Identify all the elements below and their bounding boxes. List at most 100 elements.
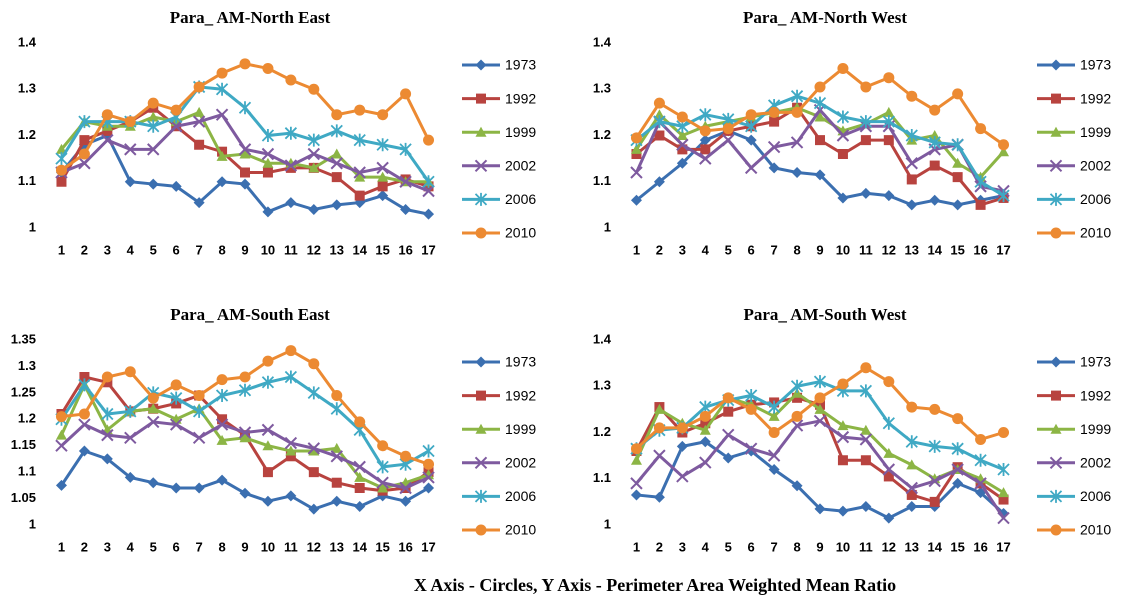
data-point: [377, 171, 389, 182]
data-point: [55, 439, 68, 452]
data-point: [883, 72, 895, 84]
legend-label: 2006: [505, 488, 536, 504]
data-point: [193, 390, 205, 401]
data-point: [193, 81, 205, 93]
x-tick-label: 17: [996, 539, 1010, 554]
data-point: [883, 376, 895, 388]
data-point: [216, 176, 228, 188]
legend-label: 1999: [1080, 421, 1111, 437]
legend-label: 1992: [505, 90, 536, 106]
data-point: [630, 443, 642, 455]
x-tick-label: 3: [104, 242, 111, 257]
data-point: [353, 133, 366, 147]
data-point: [951, 463, 964, 476]
y-tick-label: 1.2: [593, 127, 611, 142]
data-point: [354, 190, 365, 201]
data-point: [169, 120, 183, 133]
data-point: [330, 157, 343, 170]
data-point: [308, 467, 319, 478]
data-point: [147, 111, 159, 122]
data-point: [768, 410, 780, 421]
data-point: [974, 175, 987, 189]
y-tick-label: 1.2: [18, 411, 36, 426]
data-point: [238, 101, 252, 115]
data-point: [768, 162, 780, 174]
data-point: [836, 430, 850, 444]
x-tick-label: 10: [836, 539, 850, 554]
data-point: [883, 190, 895, 202]
data-point: [676, 440, 688, 452]
x-tick-label: 4: [127, 242, 135, 257]
data-point: [929, 496, 940, 507]
x-tick-label: 11: [284, 539, 298, 554]
data-point: [769, 116, 780, 127]
data-point: [261, 147, 275, 161]
data-point: [354, 104, 366, 116]
data-point: [78, 445, 90, 457]
data-point: [860, 501, 872, 512]
data-point: [308, 83, 320, 95]
data-point: [423, 458, 435, 470]
x-tick-label: 17: [421, 539, 435, 554]
data-point: [170, 379, 182, 391]
y-tick-label: 1.1: [18, 464, 36, 479]
x-tick-label: 1: [58, 242, 65, 257]
data-point: [376, 460, 389, 474]
data-point: [998, 494, 1009, 505]
legend-marker: [1050, 126, 1062, 137]
data-point: [767, 449, 781, 462]
data-point: [331, 442, 343, 453]
data-point: [906, 90, 918, 102]
legend-label: 2006: [1080, 488, 1111, 504]
data-point: [399, 175, 412, 188]
data-point: [653, 176, 665, 188]
data-point: [906, 489, 917, 500]
data-point: [194, 139, 205, 150]
data-point: [124, 404, 137, 418]
data-point: [307, 442, 321, 455]
legend-marker: [475, 59, 487, 71]
x-tick-label: 8: [793, 242, 800, 257]
data-point: [308, 445, 320, 456]
data-point: [56, 176, 67, 187]
data-point: [814, 403, 826, 414]
data-point: [906, 401, 918, 413]
data-point: [836, 110, 850, 124]
x-tick-label: 9: [816, 242, 823, 257]
data-point: [331, 172, 342, 183]
data-point: [815, 135, 825, 146]
legend-label: 1992: [1080, 90, 1111, 106]
legend-marker: [1050, 423, 1062, 434]
data-point: [653, 449, 666, 462]
legend-marker: [476, 93, 486, 104]
data-point: [859, 115, 873, 129]
data-point: [169, 418, 183, 431]
data-point: [353, 460, 366, 474]
data-point: [653, 403, 665, 414]
data-point: [101, 453, 113, 465]
data-point: [677, 144, 688, 155]
data-point: [193, 106, 205, 117]
data-point: [928, 135, 941, 149]
legend-marker: [1051, 93, 1061, 104]
data-point: [860, 81, 872, 93]
data-point: [215, 389, 229, 402]
data-point: [906, 459, 918, 470]
data-point: [331, 109, 343, 121]
legend-marker: [1049, 456, 1063, 470]
data-point: [377, 109, 389, 121]
data-point: [376, 138, 389, 152]
x-tick-label: 2: [656, 539, 663, 554]
data-point: [101, 371, 113, 383]
legend-label: 2002: [505, 158, 536, 174]
data-point: [676, 111, 688, 123]
legend-marker: [1049, 159, 1063, 173]
legend-label: 1999: [505, 124, 536, 140]
y-tick-label: 1.3: [18, 358, 36, 373]
data-point: [997, 463, 1010, 476]
data-point: [78, 418, 91, 431]
data-point: [101, 133, 114, 147]
data-point: [376, 161, 389, 175]
data-point: [400, 495, 412, 507]
data-point: [837, 420, 849, 431]
